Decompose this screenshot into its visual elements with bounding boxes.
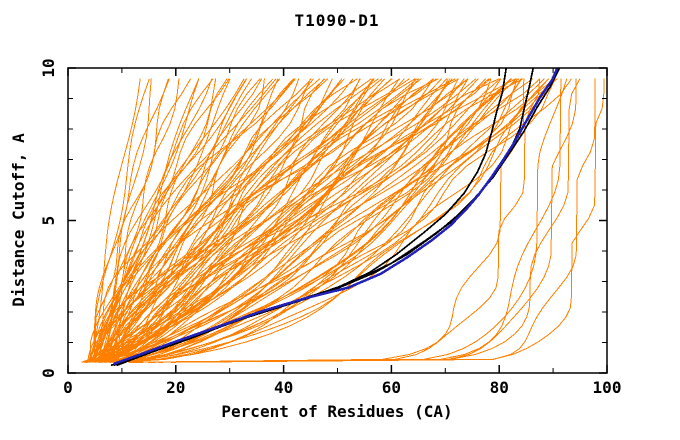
prediction-line [106, 78, 261, 363]
prediction-line [109, 78, 469, 363]
prediction-line [106, 78, 522, 363]
prediction-line [99, 78, 434, 363]
prediction-line [105, 78, 416, 363]
prediction-line [87, 78, 230, 363]
x-tick-label: 40 [274, 378, 293, 397]
prediction-line [132, 78, 540, 363]
prediction-line [97, 78, 354, 363]
prediction-line [99, 78, 558, 363]
prediction-line [117, 78, 556, 363]
chart-title: T1090-D1 [294, 11, 379, 30]
prediction-line [88, 78, 456, 363]
prediction-line [92, 78, 361, 363]
prediction-line [150, 78, 605, 363]
prediction-line [82, 78, 469, 363]
prediction-line [115, 78, 372, 363]
axes-frame [67, 67, 608, 374]
prediction-line [134, 78, 568, 363]
y-axis-label: Distance Cutoff, A [9, 133, 28, 307]
prediction-line [91, 78, 152, 363]
prediction-line [91, 78, 517, 363]
prediction-line [113, 78, 518, 363]
prediction-line [106, 78, 517, 363]
x-tick-label: 80 [490, 378, 509, 397]
prediction-line [89, 78, 448, 363]
prediction-line [86, 78, 513, 363]
prediction-lines [81, 78, 605, 363]
y-tick-label: 10 [39, 58, 58, 77]
prediction-line [94, 78, 214, 363]
prediction-line [108, 78, 435, 363]
prediction-line [94, 78, 523, 363]
y-tick-labels: 0 5 10 [39, 58, 58, 377]
prediction-line [122, 78, 513, 363]
prediction-line [99, 78, 358, 363]
tick-marks [67, 67, 608, 374]
prediction-line [92, 78, 477, 363]
y-tick-label: 0 [39, 368, 58, 378]
prediction-line [158, 78, 562, 363]
prediction-line [117, 78, 410, 363]
prediction-line [88, 78, 329, 363]
prediction-line [114, 78, 512, 363]
prediction-line [170, 78, 596, 363]
prediction-line [105, 78, 460, 363]
prediction-line [147, 78, 577, 363]
x-tick-label: 20 [166, 378, 185, 397]
prediction-line [90, 78, 296, 363]
prediction-line [94, 78, 170, 363]
x-tick-label: 0 [63, 378, 73, 397]
highlighted-model-lines [110, 67, 561, 367]
prediction-line [97, 78, 469, 363]
prediction-line [138, 78, 581, 363]
prediction-line [129, 78, 479, 363]
prediction-line [100, 78, 321, 363]
prediction-line [92, 78, 379, 363]
x-axis-label: Percent of Residues (CA) [221, 402, 452, 421]
x-tick-label: 100 [593, 378, 622, 397]
x-tick-labels: 0 20 40 60 80 100 [63, 378, 621, 397]
model-blue [113, 67, 559, 366]
x-tick-label: 60 [382, 378, 401, 397]
prediction-line [117, 78, 385, 363]
prediction-line [96, 78, 439, 363]
y-tick-label: 5 [39, 216, 58, 226]
prediction-line [81, 78, 405, 363]
